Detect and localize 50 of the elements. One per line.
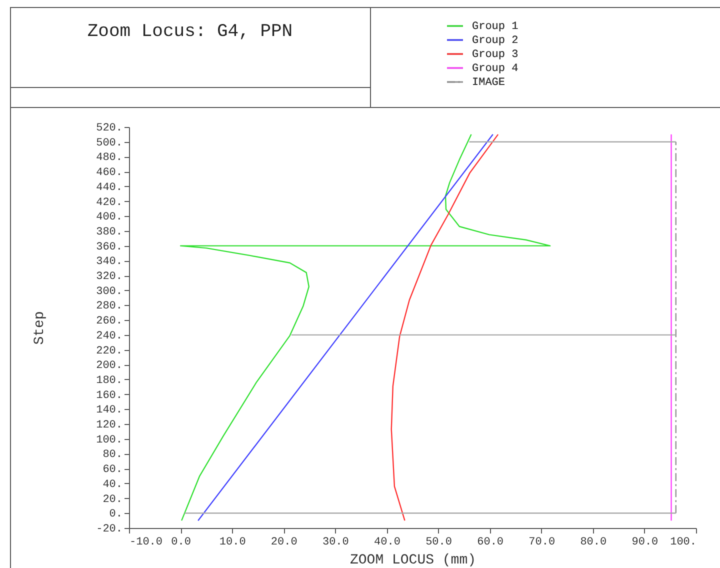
legend-label: Group 2 [472, 35, 518, 47]
y-tick-label: 360. [96, 241, 122, 254]
y-tick-label: 200. [96, 360, 122, 372]
y-tick-label: 60. [102, 464, 122, 476]
x-tick-label: 100. [670, 536, 696, 548]
y-tick-label: 240. [96, 330, 122, 342]
x-tick-label: 60.0 [477, 536, 504, 548]
y-tick-label: -20. [96, 524, 122, 536]
y-tick-label: 520. [96, 122, 122, 134]
y-tick-label: 180. [96, 374, 122, 387]
x-tick-label: 90.0 [632, 536, 658, 548]
y-tick-label: 20. [102, 494, 122, 506]
line-series [180, 134, 551, 522]
line-series [390, 134, 499, 522]
y-tick-label: 500. [96, 137, 122, 150]
y-tick-label: 320. [96, 271, 122, 284]
x-tick-label: -10.0 [130, 536, 163, 548]
y-tick-label: 120. [96, 420, 122, 432]
y-tick-label: 260. [96, 316, 122, 328]
x-axis-title: ZOOM LOCUS (mm) [350, 552, 476, 568]
x-tick-label: 70.0 [528, 536, 556, 548]
y-tick-label: 220. [96, 345, 122, 358]
x-tick-label: 30.0 [322, 536, 349, 548]
y-tick-label: 0. [109, 508, 122, 521]
y-tick-label: 400. [96, 212, 122, 224]
y-axis-title: Step [32, 311, 48, 345]
y-tick-label: 340. [96, 256, 122, 268]
y-tick-label: 300. [96, 286, 122, 298]
y-tick-label: 380. [96, 226, 122, 238]
legend-label: Group 3 [472, 49, 518, 61]
y-tick-label: 480. [96, 152, 122, 164]
y-tick-label: 420. [96, 196, 122, 209]
x-tick-label: 40.0 [374, 536, 400, 548]
x-tick-label: 10.0 [219, 536, 246, 548]
y-tick-label: 440. [96, 182, 122, 194]
x-tick-label: 50.0 [426, 536, 452, 548]
chart-title: Zoom Locus: G4, PPN [86, 22, 294, 42]
y-tick-label: 100. [96, 434, 122, 446]
x-tick-label: 20.0 [270, 536, 298, 548]
x-tick-label: 80.0 [580, 536, 607, 548]
y-tick-label: 140. [96, 404, 122, 417]
y-tick-label: 160. [96, 390, 122, 402]
y-tick-label: 460. [96, 167, 122, 180]
y-tick-label: 40. [102, 478, 122, 491]
legend-label: IMAGE [472, 77, 506, 89]
y-tick-label: 80. [102, 449, 122, 462]
x-tick-label: 0.0 [171, 536, 191, 548]
legend-label: Group 4 [472, 63, 519, 75]
y-tick-label: 280. [96, 300, 122, 313]
legend-label: Group 1 [472, 21, 519, 33]
